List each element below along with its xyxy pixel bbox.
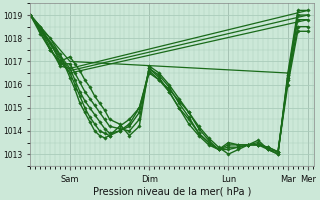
X-axis label: Pression niveau de la mer( hPa ): Pression niveau de la mer( hPa )	[93, 187, 252, 197]
